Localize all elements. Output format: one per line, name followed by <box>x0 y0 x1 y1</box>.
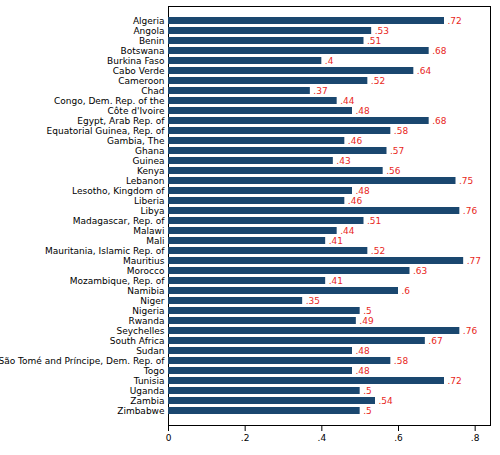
svg-text:.5: .5 <box>363 386 372 396</box>
svg-text:Algeria: Algeria <box>133 16 165 26</box>
svg-text:.2: .2 <box>241 433 250 443</box>
svg-text:Namibia: Namibia <box>127 286 164 296</box>
svg-text:.35: .35 <box>306 296 320 306</box>
svg-text:Gambia, The: Gambia, The <box>107 136 165 146</box>
svg-text:.41: .41 <box>329 236 343 246</box>
svg-text:Togo: Togo <box>143 366 165 376</box>
svg-text:Chad: Chad <box>141 86 164 96</box>
svg-text:.52: .52 <box>371 76 385 86</box>
svg-text:.53: .53 <box>375 26 389 36</box>
svg-text:.77: .77 <box>467 256 481 266</box>
svg-text:Libya: Libya <box>140 206 164 216</box>
svg-text:.43: .43 <box>336 156 350 166</box>
svg-text:Zimbabwe: Zimbabwe <box>117 406 165 416</box>
svg-text:Egypt, Arab Rep. of: Egypt, Arab Rep. of <box>77 116 165 126</box>
svg-text:Mauritius: Mauritius <box>123 256 165 266</box>
svg-text:.58: .58 <box>394 126 409 136</box>
svg-text:.48: .48 <box>356 366 371 376</box>
svg-text:.72: .72 <box>448 376 462 386</box>
svg-text:.6: .6 <box>394 433 403 443</box>
svg-text:Burkina Faso: Burkina Faso <box>107 56 165 66</box>
svg-text:Malawi: Malawi <box>133 226 164 236</box>
svg-text:Sudan: Sudan <box>136 346 164 356</box>
svg-text:São Tomé and Príncipe, Dem. Re: São Tomé and Príncipe, Dem. Rep. of <box>0 356 165 366</box>
svg-text:Mali: Mali <box>146 236 164 246</box>
svg-text:Equatorial Guinea, Rep. of: Equatorial Guinea, Rep. of <box>47 126 166 136</box>
svg-text:.4: .4 <box>318 433 327 443</box>
svg-text:Cabo Verde: Cabo Verde <box>113 66 165 76</box>
svg-text:.46: .46 <box>348 136 363 146</box>
svg-text:.48: .48 <box>356 106 371 116</box>
svg-text:.75: .75 <box>459 176 473 186</box>
svg-text:Nigeria: Nigeria <box>132 306 164 316</box>
svg-text:.67: .67 <box>428 336 442 346</box>
svg-text:.76: .76 <box>463 326 478 336</box>
svg-text:Lesotho, Kingdom of: Lesotho, Kingdom of <box>72 186 165 196</box>
svg-text:.57: .57 <box>390 146 404 156</box>
svg-text:.48: .48 <box>356 346 371 356</box>
svg-text:Tunisia: Tunisia <box>133 376 165 386</box>
svg-text:.44: .44 <box>340 226 355 236</box>
svg-text:Botswana: Botswana <box>121 46 165 56</box>
svg-text:.68: .68 <box>432 46 447 56</box>
svg-text:.58: .58 <box>394 356 409 366</box>
svg-text:.41: .41 <box>329 276 343 286</box>
svg-text:Mozambique, Rep. of: Mozambique, Rep. of <box>70 276 165 286</box>
svg-text:.48: .48 <box>356 186 371 196</box>
svg-text:Lebanon: Lebanon <box>126 176 165 186</box>
svg-text:Ghana: Ghana <box>135 146 164 156</box>
svg-text:Kenya: Kenya <box>137 166 165 176</box>
svg-text:.44: .44 <box>340 96 355 106</box>
svg-text:Congo, Dem. Rep. of the: Congo, Dem. Rep. of the <box>54 96 165 106</box>
svg-text:Benin: Benin <box>139 36 165 46</box>
svg-text:Cameroon: Cameroon <box>118 76 164 86</box>
svg-text:.54: .54 <box>379 396 394 406</box>
svg-text:South Africa: South Africa <box>110 336 165 346</box>
svg-text:.76: .76 <box>463 206 478 216</box>
svg-text:.5: .5 <box>363 306 372 316</box>
svg-text:Liberia: Liberia <box>134 196 164 206</box>
svg-text:.72: .72 <box>448 16 462 26</box>
svg-text:Mauritania, Islamic Rep. of: Mauritania, Islamic Rep. of <box>45 246 165 256</box>
svg-text:.68: .68 <box>432 116 447 126</box>
svg-text:.46: .46 <box>348 196 363 206</box>
svg-text:.8: .8 <box>471 433 480 443</box>
svg-text:Uganda: Uganda <box>130 386 165 396</box>
svg-text:0: 0 <box>166 433 172 443</box>
svg-text:Seychelles: Seychelles <box>117 326 165 336</box>
svg-text:.49: .49 <box>359 316 374 326</box>
svg-text:.5: .5 <box>363 406 372 416</box>
svg-text:Madagascar, Rep. of: Madagascar, Rep. of <box>73 216 166 226</box>
svg-text:Morocco: Morocco <box>127 266 165 276</box>
svg-text:Côte d'Ivoire: Côte d'Ivoire <box>108 106 165 116</box>
svg-text:Guinea: Guinea <box>133 156 165 166</box>
svg-text:.4: .4 <box>325 56 334 66</box>
svg-text:.6: .6 <box>402 286 411 296</box>
svg-text:Niger: Niger <box>140 296 164 306</box>
svg-text:Angola: Angola <box>133 26 164 36</box>
svg-text:.64: .64 <box>417 66 432 76</box>
svg-text:.52: .52 <box>371 246 385 256</box>
svg-text:Zambia: Zambia <box>130 396 164 406</box>
svg-text:.56: .56 <box>386 166 401 176</box>
svg-text:.51: .51 <box>367 36 381 46</box>
svg-text:.37: .37 <box>313 86 327 96</box>
svg-text:Rwanda: Rwanda <box>128 316 164 326</box>
svg-text:.63: .63 <box>413 266 427 276</box>
svg-text:.51: .51 <box>367 216 381 226</box>
